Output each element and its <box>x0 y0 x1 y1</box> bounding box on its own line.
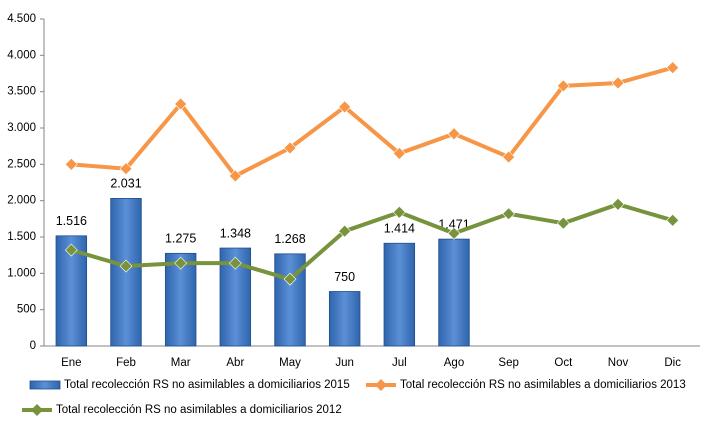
data-label: 1.471 <box>438 217 469 231</box>
marker <box>228 169 242 183</box>
y-tick-label: 3.500 <box>7 86 36 98</box>
marker <box>119 259 133 273</box>
x-tick-label: Sep <box>498 357 518 369</box>
legend-label: Total recolección RS no asimilables a do… <box>400 379 686 391</box>
y-tick-label: 500 <box>17 304 36 316</box>
marker <box>611 76 625 90</box>
marker <box>283 141 297 155</box>
marker <box>392 147 406 160</box>
x-tick-label: Jun <box>335 357 354 369</box>
x-tick-label: May <box>279 357 301 369</box>
y-tick-label: 0 <box>30 340 36 352</box>
marker <box>283 272 297 286</box>
marker <box>556 79 570 93</box>
marker <box>338 224 352 238</box>
marker <box>502 207 516 221</box>
marker <box>119 162 133 176</box>
marker <box>174 97 188 111</box>
y-tick-label: 2.000 <box>7 195 36 207</box>
marker <box>447 226 461 240</box>
data-label: 1.348 <box>220 226 251 240</box>
marker <box>392 205 406 219</box>
marker <box>447 127 461 141</box>
marker <box>666 61 680 75</box>
bar <box>328 291 361 347</box>
x-tick-label: Jul <box>392 357 407 369</box>
bar <box>438 238 470 347</box>
marker <box>174 256 188 270</box>
legend-label: Total recolección RS no asimilables a do… <box>64 379 350 391</box>
x-tick-label: Feb <box>116 357 136 369</box>
x-tick-label: Oct <box>554 357 573 369</box>
y-tick-label: 2.500 <box>7 158 36 170</box>
legend-swatch <box>29 380 61 390</box>
y-tick-label: 4.000 <box>7 49 36 61</box>
x-tick-label: Ene <box>61 357 81 369</box>
x-tick-label: Ago <box>444 357 464 369</box>
data-label: 2.031 <box>110 177 141 191</box>
data-label: 1.268 <box>274 232 305 246</box>
marker <box>556 216 570 230</box>
marker <box>64 243 78 257</box>
marker <box>502 150 516 164</box>
legend-marker <box>375 379 387 391</box>
line <box>70 202 674 282</box>
marker <box>338 100 352 114</box>
data-label: 750 <box>334 270 355 284</box>
legend-label: Total recolección RS no asimilables a do… <box>56 404 342 416</box>
data-label: 1.414 <box>384 222 415 236</box>
marker <box>228 256 242 270</box>
legend-marker <box>31 404 43 416</box>
marker <box>64 157 78 171</box>
x-tick-label: Abr <box>226 357 244 369</box>
y-tick-label: 1.500 <box>7 231 36 243</box>
marker <box>611 197 625 211</box>
marker <box>666 213 680 227</box>
line <box>71 65 674 178</box>
data-label: 1.516 <box>56 214 87 228</box>
y-tick-label: 1.000 <box>7 267 36 279</box>
data-label: 1.275 <box>165 232 196 246</box>
x-tick-label: Mar <box>171 357 191 369</box>
x-tick-label: Nov <box>608 357 629 369</box>
bar <box>383 242 416 347</box>
y-tick-label: 3.000 <box>7 122 36 134</box>
y-tick-label: 4.500 <box>7 13 36 25</box>
x-tick-label: Dic <box>664 357 681 369</box>
